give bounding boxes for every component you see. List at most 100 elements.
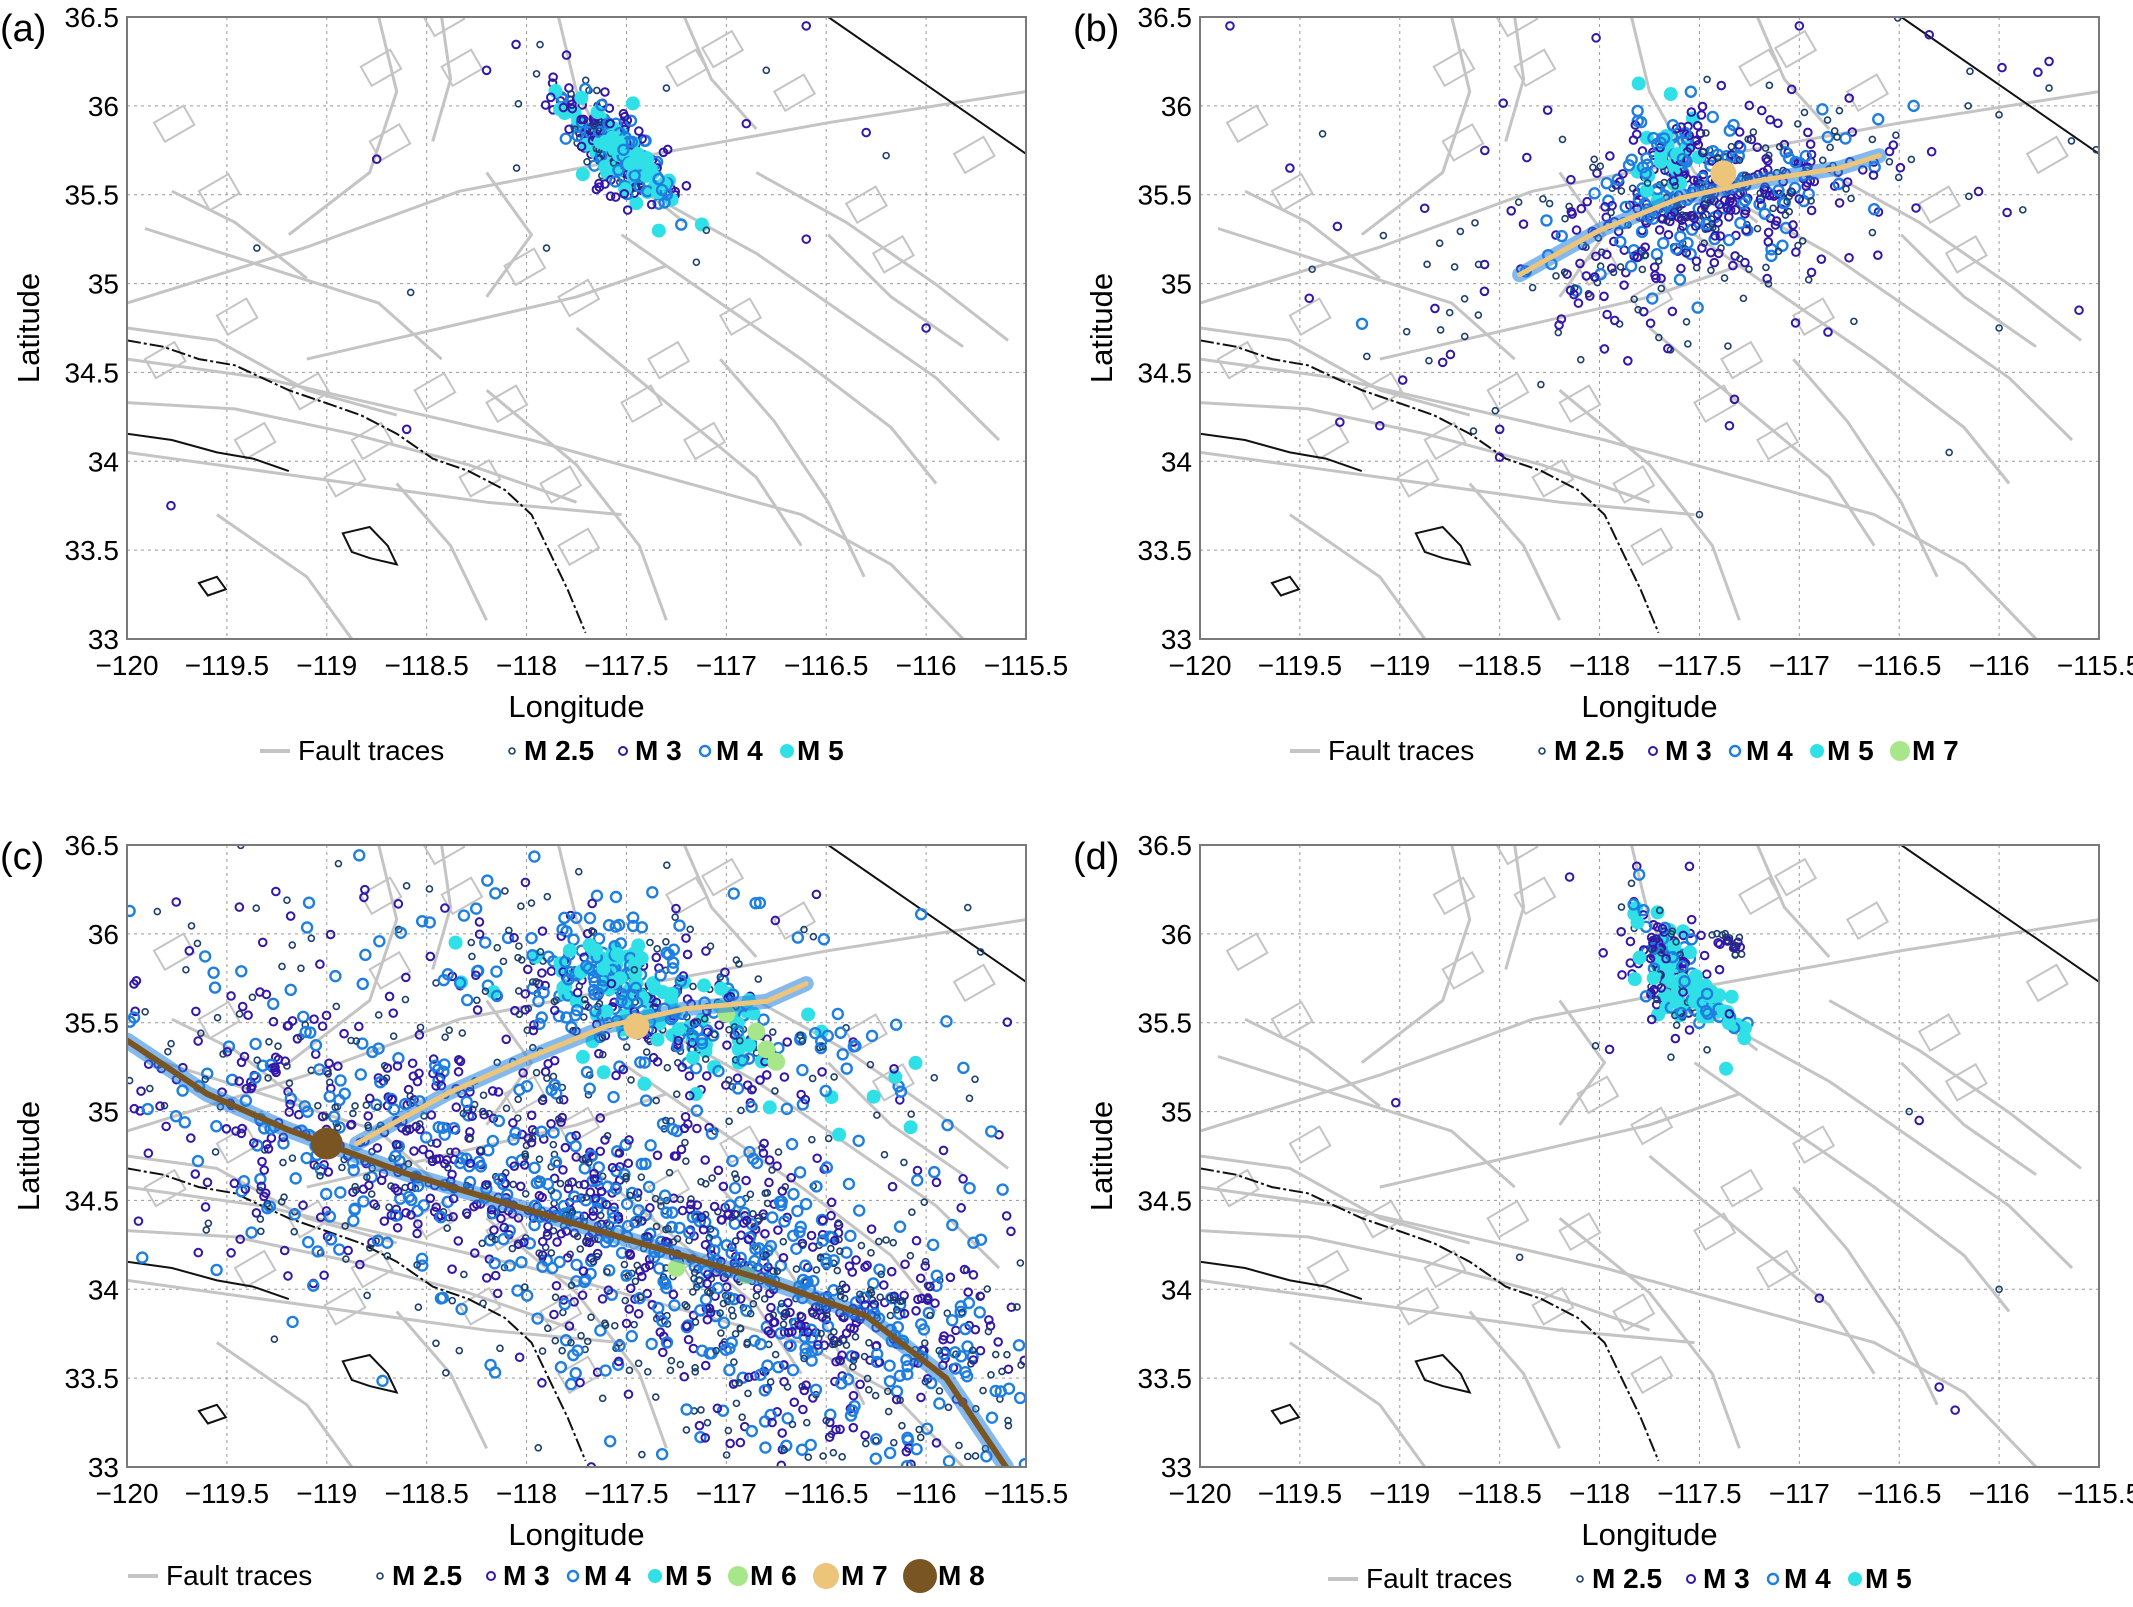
event-m2-5 xyxy=(283,896,291,904)
event-m3 xyxy=(415,1124,425,1135)
event-m4 xyxy=(655,183,669,197)
event-m2-5 xyxy=(692,1283,701,1291)
event-m4 xyxy=(630,996,644,1010)
event-m4 xyxy=(432,1074,445,1087)
event-m2-5 xyxy=(1318,130,1327,138)
event-m3 xyxy=(889,1291,900,1302)
event-m3 xyxy=(1686,914,1697,925)
event-m3 xyxy=(1726,149,1737,160)
event-m2-5 xyxy=(706,942,715,950)
event-m2-5 xyxy=(651,1194,660,1203)
event-m4 xyxy=(1639,167,1653,180)
event-m3 xyxy=(1646,1014,1657,1025)
fault-box xyxy=(1630,527,1674,567)
event-m3 xyxy=(576,141,587,152)
event-m3 xyxy=(676,1144,687,1155)
event-m4 xyxy=(141,1102,154,1116)
event-m3 xyxy=(911,1305,921,1316)
event-m2-5 xyxy=(473,996,481,1005)
event-m2-5 xyxy=(334,859,343,868)
event-m3 xyxy=(1225,21,1235,31)
event-m2-5 xyxy=(1638,265,1647,274)
event-m2-5 xyxy=(804,1453,813,1462)
event-m4 xyxy=(960,1370,974,1383)
event-m3 xyxy=(698,1224,709,1235)
event-m3 xyxy=(1834,198,1845,208)
fault-box xyxy=(1558,384,1602,424)
event-m3 xyxy=(743,1234,754,1245)
event-m3 xyxy=(1479,286,1490,297)
event-m3 xyxy=(546,1118,556,1129)
fault-box xyxy=(1441,951,1485,990)
island xyxy=(341,525,399,566)
fault-trace xyxy=(1738,1030,2074,1270)
event-m2-5 xyxy=(1964,102,1972,110)
event-m3 xyxy=(614,1148,625,1158)
fault-box xyxy=(485,384,529,424)
x-tick-label: −118 xyxy=(1569,650,1630,681)
event-m4 xyxy=(910,1442,923,1456)
event-m4 xyxy=(347,1214,360,1227)
event-m4 xyxy=(638,1056,651,1069)
fault-box xyxy=(458,1286,502,1326)
event-m2-5 xyxy=(686,925,695,934)
event-m2-5 xyxy=(555,1096,564,1104)
event-m3 xyxy=(755,1075,765,1085)
fault-box xyxy=(1225,932,1269,972)
event-m4 xyxy=(1772,184,1785,197)
event-m2-5 xyxy=(762,1251,770,1259)
event-m2-5 xyxy=(585,1071,594,1079)
event-m2-5 xyxy=(468,952,476,961)
event-m2-5 xyxy=(830,1328,838,1336)
event-m3 xyxy=(259,1165,270,1175)
event-m4 xyxy=(423,916,436,929)
fault-box xyxy=(1738,876,1782,916)
island xyxy=(1414,525,1472,566)
event-m4 xyxy=(959,1322,972,1336)
event-m3 xyxy=(730,1030,740,1040)
event-m3 xyxy=(590,1193,601,1204)
event-m3 xyxy=(652,1056,663,1067)
event-m2-5 xyxy=(926,1311,935,1320)
event-m2-5 xyxy=(808,1074,817,1083)
event-m2-5 xyxy=(204,1219,213,1228)
event-m3 xyxy=(1648,938,1658,948)
event-m3 xyxy=(171,897,182,907)
event-m3 xyxy=(1576,203,1587,214)
event-m2-5 xyxy=(1744,135,1752,144)
event-m3 xyxy=(526,1110,537,1121)
event-m3 xyxy=(595,1113,606,1123)
event-m3 xyxy=(1598,948,1608,958)
event-m4 xyxy=(736,1054,749,1067)
event-m3 xyxy=(800,1094,811,1105)
event-m4 xyxy=(665,1220,678,1234)
event-m3 xyxy=(451,1102,462,1113)
event-m3 xyxy=(309,1014,319,1024)
event-m2-5 xyxy=(1945,448,1953,457)
event-m3 xyxy=(325,929,336,940)
x-tick-label: −118.5 xyxy=(1457,650,1541,681)
event-m4 xyxy=(680,1403,693,1416)
event-m4 xyxy=(565,1021,578,1034)
event-m4 xyxy=(791,1204,804,1218)
event-m3 xyxy=(561,50,572,60)
event-m4 xyxy=(654,969,667,982)
legend-label: Fault traces xyxy=(166,1560,312,1591)
event-m4 xyxy=(796,1063,809,1077)
event-m3 xyxy=(190,1169,201,1179)
event-m4 xyxy=(820,1161,834,1174)
y-tick-label: 34.5 xyxy=(65,357,120,388)
event-m3 xyxy=(563,1183,574,1194)
event-m4 xyxy=(821,1319,835,1333)
fault-box xyxy=(1423,421,1467,461)
event-m2-5 xyxy=(285,1079,294,1087)
event-m2-5 xyxy=(631,1277,640,1286)
event-m4 xyxy=(674,974,687,988)
event-m3 xyxy=(453,1066,464,1077)
event-m4 xyxy=(989,1384,1002,1398)
event-m2-5 xyxy=(824,1134,833,1143)
event-m3 xyxy=(407,1058,418,1069)
event-m3 xyxy=(1332,221,1343,232)
event-m2-5 xyxy=(1657,284,1666,293)
event-m2-5 xyxy=(551,1336,560,1345)
